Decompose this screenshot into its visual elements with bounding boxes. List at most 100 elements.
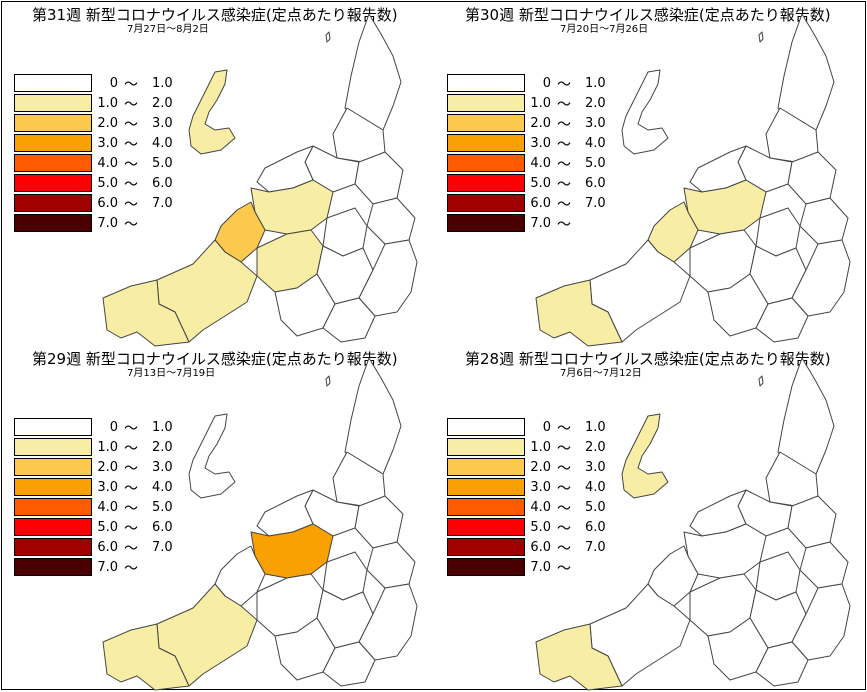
legend-upper-bound: 3.0 (152, 460, 173, 475)
legend-upper-bound: 7.0 (152, 196, 173, 211)
legend-upper-bound: 3.0 (152, 116, 173, 131)
legend-swatch (447, 214, 525, 232)
legend-range-tilde: ～ (124, 197, 138, 213)
region-east2 (366, 541, 416, 589)
region-east2 (799, 541, 849, 589)
region-se2 (358, 583, 418, 661)
panel-subtitle: 7月6日～7月12日 (560, 368, 642, 379)
legend-upper-bound: 6.0 (585, 176, 606, 191)
legend-upper-bound: 5.0 (152, 500, 173, 515)
legend-lower-bound: 7.0 (97, 560, 118, 575)
legend-upper-bound: 4.0 (585, 480, 606, 495)
legend-upper-bound: 1.0 (152, 76, 173, 91)
legend-swatch (447, 518, 525, 536)
legend-lower-bound: 2.0 (530, 460, 551, 475)
legend-lower-bound: 4.0 (530, 156, 551, 171)
region-west (535, 623, 623, 691)
legend-range-tilde: ～ (124, 157, 138, 173)
map-panel: 第31週 新型コロナウイルス感染症(定点あたり報告数) 7月27日～8月2日 0… (2, 2, 432, 347)
legend-upper-bound: 7.0 (152, 540, 173, 555)
legend-lower-bound: 0 (542, 420, 551, 435)
map-panel: 第28週 新型コロナウイルス感染症(定点あたり報告数) 7月6日～7月12日 0… (435, 346, 865, 691)
region-central (683, 523, 767, 579)
legend-swatch (14, 518, 92, 536)
legend-upper-bound: 6.0 (152, 176, 173, 191)
legend-swatch (447, 558, 525, 576)
legend-upper-bound: 2.0 (585, 440, 606, 455)
legend-lower-bound: 5.0 (97, 520, 118, 535)
legend-lower-bound: 7.0 (530, 216, 551, 231)
legend-swatch (14, 458, 92, 476)
legend-range-tilde: ～ (557, 97, 571, 113)
niigata-map (535, 357, 851, 691)
legend-upper-bound: 6.0 (585, 520, 606, 535)
legend-swatch (447, 478, 525, 496)
legend-lower-bound: 3.0 (530, 136, 551, 151)
legend-swatch (447, 194, 525, 212)
legend-range-tilde: ～ (557, 77, 571, 93)
legend-range-tilde: ～ (124, 177, 138, 193)
legend-range-tilde: ～ (557, 177, 571, 193)
legend-range-tilde: ～ (557, 481, 571, 497)
legend-swatch (14, 214, 92, 232)
legend-lower-bound: 4.0 (530, 500, 551, 515)
legend-range-tilde: ～ (124, 481, 138, 497)
legend-swatch (447, 418, 525, 436)
legend-range-tilde: ～ (124, 217, 138, 233)
legend-range-tilde: ～ (557, 197, 571, 213)
legend-lower-bound: 6.0 (97, 540, 118, 555)
legend-swatch (14, 74, 92, 92)
legend-upper-bound: 6.0 (152, 520, 173, 535)
region-island (325, 31, 331, 43)
legend-range-tilde: ～ (557, 541, 571, 557)
legend-upper-bound: 4.0 (585, 136, 606, 151)
legend-lower-bound: 6.0 (530, 540, 551, 555)
legend-lower-bound: 1.0 (530, 96, 551, 111)
region-east2 (366, 197, 416, 245)
legend-range-tilde: ～ (124, 501, 138, 517)
legend-range-tilde: ～ (124, 441, 138, 457)
region-west (535, 279, 623, 347)
legend-upper-bound: 4.0 (152, 136, 173, 151)
legend-range-tilde: ～ (557, 501, 571, 517)
legend-upper-bound: 5.0 (152, 156, 173, 171)
legend-lower-bound: 4.0 (97, 500, 118, 515)
legend-range-tilde: ～ (557, 441, 571, 457)
legend-lower-bound: 7.0 (97, 216, 118, 231)
region-south2 (755, 641, 809, 687)
region-central (250, 523, 334, 579)
legend-upper-bound: 2.0 (152, 96, 173, 111)
legend-swatch (14, 174, 92, 192)
panel-subtitle: 7月27日～8月2日 (127, 24, 209, 35)
legend-lower-bound: 1.0 (97, 96, 118, 111)
region-sado (188, 413, 236, 499)
legend-upper-bound: 2.0 (152, 440, 173, 455)
legend-lower-bound: 5.0 (530, 176, 551, 191)
legend-swatch (447, 154, 525, 172)
region-se2 (791, 239, 851, 317)
legend-lower-bound: 2.0 (530, 116, 551, 131)
region-south2 (755, 297, 809, 343)
panel-subtitle: 7月13日～7月19日 (127, 368, 216, 379)
legend-lower-bound: 1.0 (530, 440, 551, 455)
legend-lower-bound: 1.0 (97, 440, 118, 455)
legend-range-tilde: ～ (124, 77, 138, 93)
region-south2 (322, 641, 376, 687)
legend-range-tilde: ～ (557, 561, 571, 577)
legend-upper-bound: 1.0 (152, 420, 173, 435)
region-sado (188, 69, 236, 155)
legend-range-tilde: ～ (124, 97, 138, 113)
region-central (683, 179, 767, 235)
panel-title: 第28週 新型コロナウイルス感染症(定点あたり報告数) (465, 350, 831, 368)
region-west (102, 279, 190, 347)
legend-upper-bound: 4.0 (152, 480, 173, 495)
legend-range-tilde: ～ (124, 137, 138, 153)
legend-lower-bound: 2.0 (97, 116, 118, 131)
legend-upper-bound: 3.0 (585, 460, 606, 475)
legend-lower-bound: 6.0 (530, 196, 551, 211)
niigata-map (102, 357, 418, 691)
legend-upper-bound: 2.0 (585, 96, 606, 111)
legend-upper-bound: 7.0 (585, 540, 606, 555)
panel-title: 第30週 新型コロナウイルス感染症(定点あたり報告数) (465, 6, 831, 24)
legend-upper-bound: 7.0 (585, 196, 606, 211)
